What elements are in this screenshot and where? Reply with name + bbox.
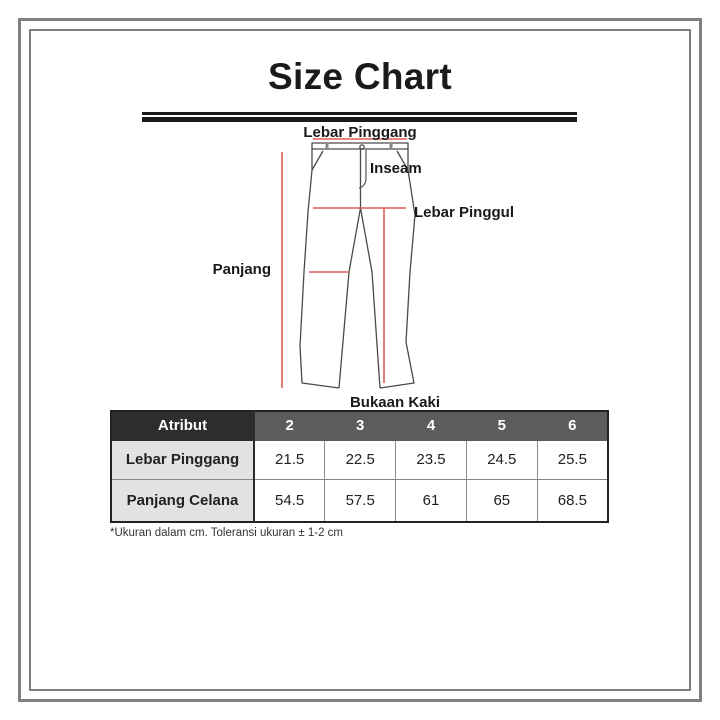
svg-text:Bukaan Kaki: Bukaan Kaki (350, 394, 440, 411)
svg-text:Lebar Pinggul: Lebar Pinggul (414, 204, 514, 221)
svg-text:Inseam: Inseam (370, 160, 422, 177)
svg-text:Lebar Pinggang: Lebar Pinggang (303, 124, 416, 141)
svg-text:Panjang: Panjang (213, 261, 271, 278)
